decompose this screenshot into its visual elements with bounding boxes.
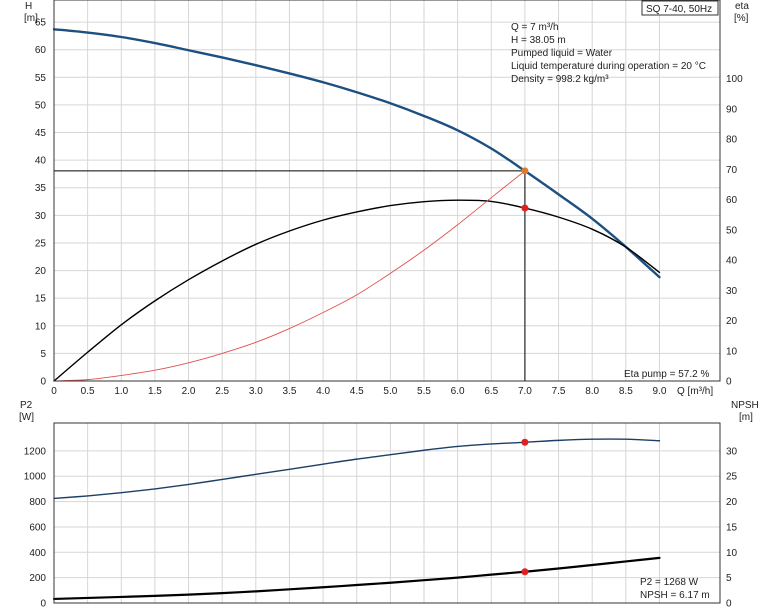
npsh-tick-label: 0 <box>726 599 732 610</box>
npsh-tick-label: 15 <box>726 522 738 533</box>
title-box <box>641 0 719 16</box>
x-tick-label: 3.0 <box>249 386 263 397</box>
x-tick-label: 2.0 <box>182 386 196 397</box>
npsh-axis-unit: [m] <box>739 412 753 423</box>
operating-points <box>521 167 529 576</box>
duty-point-eta <box>521 204 529 212</box>
duty-point-p2 <box>521 438 529 446</box>
x-tick-label: 1.0 <box>114 386 128 397</box>
p2-tick-label: 1000 <box>24 472 47 483</box>
npsh-value-label: NPSH = 6.17 m <box>640 590 710 601</box>
h-tick-label: 60 <box>35 45 47 56</box>
eta-axis-name: eta <box>735 1 749 12</box>
npsh-tick-label: 25 <box>726 472 738 483</box>
duty-point-npsh <box>521 568 529 576</box>
npsh-tick-label: 5 <box>726 573 732 584</box>
x-tick-label: 8.0 <box>585 386 599 397</box>
x-tick-label: 5.5 <box>417 386 431 397</box>
h-tick-label: 30 <box>35 211 47 222</box>
eta-tick-label: 30 <box>726 286 738 297</box>
h-tick-label: 15 <box>35 294 47 305</box>
npsh-axis-name: NPSH <box>731 400 759 411</box>
info-line: Liquid temperature during operation = 20… <box>511 61 706 72</box>
eta-curve <box>53 199 661 382</box>
eta-tick-label: 100 <box>726 74 743 85</box>
h-tick-label: 55 <box>35 73 47 84</box>
p2-value-label: P2 = 1268 W <box>640 577 699 588</box>
p2-axis-name: P2 <box>20 400 33 411</box>
h-tick-label: 50 <box>35 100 47 111</box>
h-tick-label: 35 <box>35 183 47 194</box>
h-axis-unit: [m] <box>24 13 38 24</box>
h-tick-label: 45 <box>35 128 47 139</box>
bottom-plot-frame <box>53 422 721 604</box>
duty-point-head <box>521 167 529 175</box>
info-line: Pumped liquid = Water <box>511 48 613 59</box>
x-tick-label: 8.5 <box>619 386 633 397</box>
x-tick-label: 5.0 <box>383 386 397 397</box>
eta-tick-label: 90 <box>726 104 738 115</box>
eta-tick-label: 60 <box>726 195 738 206</box>
x-tick-label: 6.5 <box>484 386 498 397</box>
curves <box>52 28 661 601</box>
x-tick-label: 4.5 <box>350 386 364 397</box>
x-tick-label: 6.0 <box>451 386 465 397</box>
eta-tick-label: 20 <box>726 316 738 327</box>
p2-tick-label: 800 <box>29 497 46 508</box>
q-axis-label: Q [m³/h] <box>677 386 713 397</box>
p2-tick-label: 400 <box>29 548 46 559</box>
x-tick-label: 0.5 <box>81 386 95 397</box>
info-line: Q = 7 m³/h <box>511 22 559 33</box>
p2-curve <box>53 438 661 500</box>
p2-tick-label: 600 <box>29 522 46 533</box>
operating-info: Q = 7 m³/h H = 38.05 m Pumped liquid = W… <box>511 22 706 85</box>
eta-tick-label: 80 <box>726 135 738 146</box>
npsh-tick-label: 30 <box>726 446 738 457</box>
eta-tick-label: 40 <box>726 256 738 267</box>
h-tick-label: 0 <box>40 377 46 388</box>
h-tick-label: 20 <box>35 266 47 277</box>
npsh-tick-label: 10 <box>726 548 738 559</box>
system-curve <box>53 170 526 382</box>
p2-tick-label: 0 <box>40 599 46 610</box>
eta-pump-label: Eta pump = 57.2 % <box>624 369 709 380</box>
npsh-curve <box>52 556 661 601</box>
npsh-tick-label: 20 <box>726 497 738 508</box>
x-tick-label: 3.5 <box>283 386 297 397</box>
eta-tick-label: 0 <box>726 377 732 388</box>
info-line: Density = 998.2 kg/m³ <box>511 74 609 85</box>
x-tick-label: 4.0 <box>316 386 330 397</box>
h-tick-label: 65 <box>35 18 47 29</box>
p2-axis-unit: [W] <box>19 412 34 423</box>
h-tick-label: 25 <box>35 238 47 249</box>
x-tick-label: 0 <box>51 386 57 397</box>
x-tick-label: 9.0 <box>653 386 667 397</box>
h-tick-label: 5 <box>40 349 46 360</box>
top-plot-frame <box>53 0 721 382</box>
x-tick-label: 1.5 <box>148 386 162 397</box>
eta-tick-label: 70 <box>726 165 738 176</box>
x-tick-label: 7.0 <box>518 386 532 397</box>
tick-labels: 0 0.5 1.0 1.5 2.0 2.5 3.0 3.5 4.0 4.5 5.0 5.5 6.0 6.5… <box>24 18 743 610</box>
h-axis-name: H <box>25 1 32 12</box>
h-tick-label: 10 <box>35 321 47 332</box>
eta-axis-unit: [%] <box>734 13 749 24</box>
eta-tick-label: 50 <box>726 225 738 236</box>
info-line: H = 38.05 m <box>511 35 566 46</box>
eta-tick-label: 10 <box>726 346 738 357</box>
h-curve <box>52 28 661 279</box>
h-tick-label: 40 <box>35 156 47 167</box>
x-tick-label: 2.5 <box>215 386 229 397</box>
p2-tick-label: 200 <box>29 573 46 584</box>
p2-tick-label: 1200 <box>24 446 47 457</box>
x-tick-label: 7.5 <box>552 386 566 397</box>
title-box-text: SQ 7-40, 50Hz <box>646 4 712 15</box>
